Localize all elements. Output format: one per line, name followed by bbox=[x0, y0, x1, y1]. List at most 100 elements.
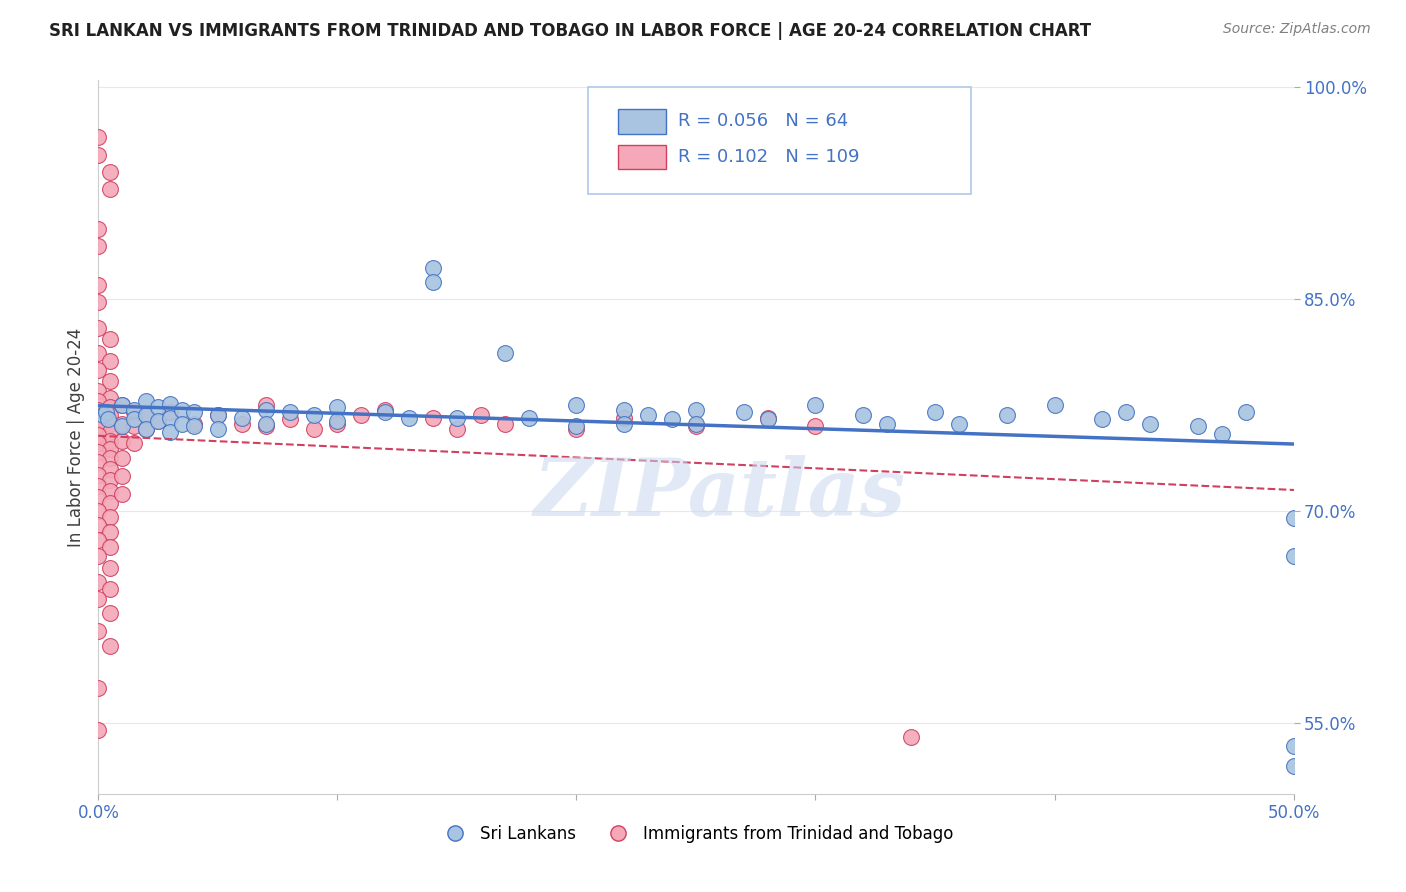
Point bbox=[398, 411, 420, 425]
Point bbox=[87, 278, 110, 293]
Point bbox=[87, 394, 110, 409]
Point bbox=[685, 402, 707, 417]
Point bbox=[254, 402, 277, 417]
Point bbox=[254, 417, 277, 431]
Point bbox=[87, 445, 110, 459]
Point bbox=[1211, 426, 1233, 441]
Point bbox=[733, 405, 755, 419]
Point bbox=[172, 402, 194, 417]
Point bbox=[302, 408, 325, 422]
Point bbox=[87, 490, 110, 504]
Point bbox=[87, 402, 110, 417]
Point bbox=[948, 417, 970, 431]
Point bbox=[98, 400, 122, 414]
Point bbox=[494, 417, 516, 431]
Point bbox=[87, 723, 110, 738]
Point bbox=[111, 398, 134, 412]
Point bbox=[98, 510, 122, 524]
Point bbox=[159, 397, 181, 411]
Point bbox=[924, 405, 946, 419]
Point bbox=[804, 398, 827, 412]
Point bbox=[98, 473, 122, 487]
Point bbox=[183, 405, 205, 419]
Point bbox=[183, 419, 205, 434]
Point bbox=[278, 412, 301, 426]
Point bbox=[1282, 739, 1305, 753]
Point bbox=[98, 332, 122, 346]
Point bbox=[613, 417, 636, 431]
Point bbox=[207, 422, 229, 436]
Point bbox=[207, 408, 229, 422]
Point bbox=[159, 405, 181, 419]
Point bbox=[1282, 511, 1305, 525]
Point bbox=[87, 479, 110, 493]
Point bbox=[98, 417, 122, 431]
Point bbox=[98, 442, 122, 456]
Point bbox=[470, 408, 492, 422]
Point bbox=[148, 414, 170, 428]
Text: R = 0.056   N = 64: R = 0.056 N = 64 bbox=[678, 112, 848, 130]
Point bbox=[98, 561, 122, 575]
Point bbox=[98, 391, 122, 405]
Point bbox=[87, 518, 110, 533]
Point bbox=[124, 419, 146, 434]
Point bbox=[995, 408, 1018, 422]
FancyBboxPatch shape bbox=[619, 145, 666, 169]
Point bbox=[87, 681, 110, 695]
Point bbox=[876, 417, 898, 431]
Point bbox=[661, 412, 683, 426]
Point bbox=[87, 428, 110, 442]
Point bbox=[374, 405, 396, 419]
Point bbox=[685, 419, 707, 434]
Point bbox=[98, 639, 122, 653]
Point bbox=[91, 408, 114, 422]
Point bbox=[254, 398, 277, 412]
Point bbox=[135, 422, 157, 436]
Point bbox=[87, 591, 110, 606]
Point bbox=[111, 398, 134, 412]
Text: ZIPatlas: ZIPatlas bbox=[534, 456, 905, 533]
Point bbox=[350, 408, 373, 422]
Point bbox=[422, 276, 444, 290]
Point bbox=[852, 408, 875, 422]
Point bbox=[422, 261, 444, 276]
Point bbox=[148, 414, 170, 428]
Point bbox=[565, 419, 588, 434]
Point bbox=[685, 417, 707, 431]
Point bbox=[98, 484, 122, 499]
Point bbox=[87, 436, 110, 450]
Y-axis label: In Labor Force | Age 20-24: In Labor Force | Age 20-24 bbox=[66, 327, 84, 547]
Point bbox=[111, 434, 134, 448]
Point bbox=[207, 408, 229, 422]
Point bbox=[565, 398, 588, 412]
Point bbox=[98, 354, 122, 368]
Point bbox=[302, 422, 325, 436]
Point bbox=[231, 417, 253, 431]
Point bbox=[135, 422, 157, 436]
Point bbox=[87, 549, 110, 564]
Point bbox=[98, 425, 122, 439]
Point bbox=[87, 533, 110, 547]
Point bbox=[756, 411, 779, 425]
Point bbox=[98, 165, 122, 179]
Point bbox=[98, 496, 122, 510]
Point bbox=[124, 436, 146, 450]
Point bbox=[446, 422, 468, 436]
Point bbox=[326, 417, 349, 431]
Point bbox=[159, 425, 181, 439]
Point bbox=[98, 408, 122, 422]
Point bbox=[637, 408, 659, 422]
Point bbox=[422, 411, 444, 425]
Point bbox=[124, 412, 146, 426]
Point bbox=[87, 320, 110, 334]
Point bbox=[756, 412, 779, 426]
Point bbox=[494, 346, 516, 360]
Point bbox=[98, 182, 122, 196]
Point bbox=[87, 504, 110, 518]
Text: Source: ZipAtlas.com: Source: ZipAtlas.com bbox=[1223, 22, 1371, 37]
Point bbox=[135, 408, 157, 422]
FancyBboxPatch shape bbox=[619, 109, 666, 134]
Legend: Sri Lankans, Immigrants from Trinidad and Tobago: Sri Lankans, Immigrants from Trinidad an… bbox=[432, 819, 960, 850]
FancyBboxPatch shape bbox=[589, 87, 972, 194]
Point bbox=[565, 422, 588, 436]
